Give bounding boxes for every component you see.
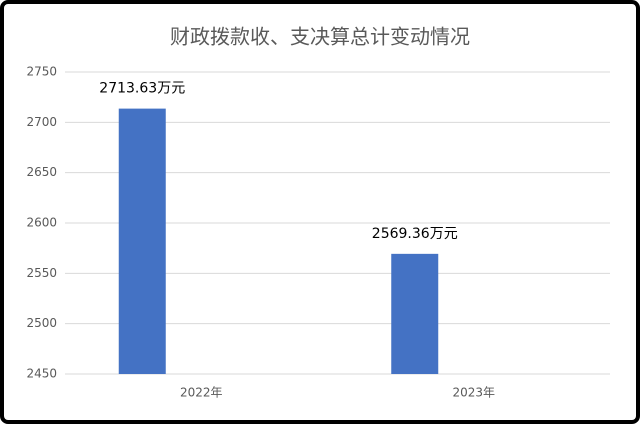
y-tick-label: 2650 <box>26 165 57 179</box>
bar <box>391 253 439 374</box>
y-tick-label: 2750 <box>26 65 57 79</box>
value-label: 2569.36万元 <box>372 226 458 242</box>
chart-title: 财政拨款收、支决算总计变动情况 <box>170 25 470 49</box>
x-tick-label: 2022年 <box>180 386 223 400</box>
bar <box>118 108 166 375</box>
y-tick-label: 2500 <box>26 316 57 330</box>
x-tick-label: 2023年 <box>452 386 495 400</box>
y-tick-label: 2450 <box>26 367 57 381</box>
y-tick-label: 2600 <box>26 216 57 230</box>
y-tick-label: 2700 <box>26 115 57 129</box>
value-label: 2713.63万元 <box>99 81 185 97</box>
y-tick-label: 2550 <box>26 266 57 280</box>
